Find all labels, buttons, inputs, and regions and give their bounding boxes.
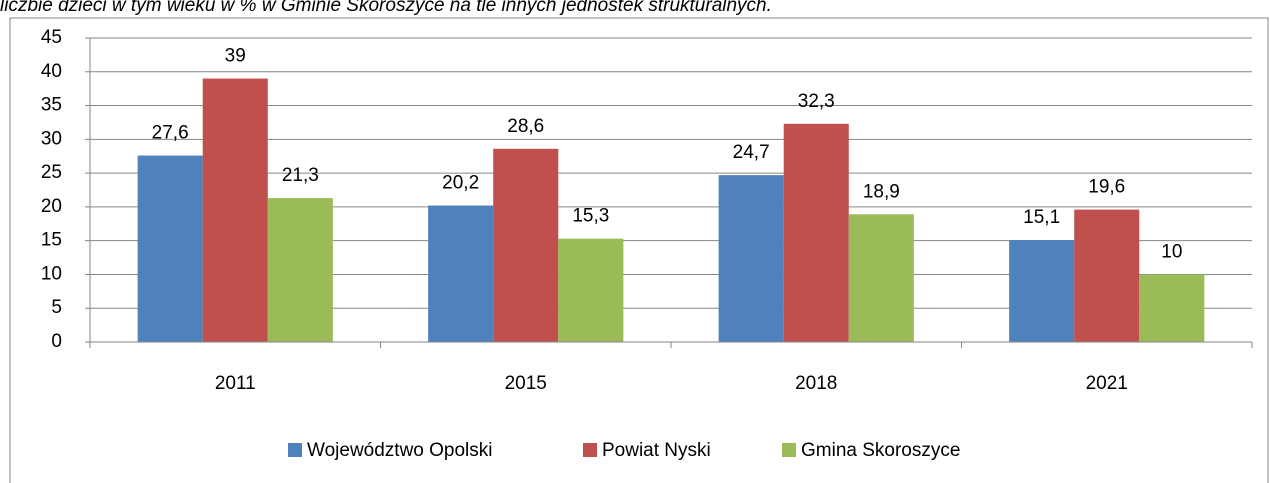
- y-tick-label: 40: [41, 61, 62, 82]
- bar: [1139, 274, 1205, 342]
- data-label: 21,3: [282, 165, 319, 186]
- data-label: 39: [225, 46, 246, 67]
- y-tick-label: 0: [51, 331, 62, 352]
- y-tick-label: 35: [41, 95, 62, 116]
- data-label: 15,3: [572, 206, 609, 227]
- bar: [1009, 239, 1075, 342]
- legend-label: Województwo Opolski: [307, 440, 493, 461]
- x-tick-label: 2011: [215, 373, 256, 394]
- x-tick-label: 2015: [505, 373, 547, 394]
- bar: [718, 175, 784, 342]
- data-label: 15,1: [1023, 207, 1060, 228]
- bar: [493, 148, 559, 342]
- bar: [848, 214, 914, 342]
- x-tick-label: 2021: [1086, 373, 1128, 394]
- legend-label: Gmina Skoroszyce: [801, 440, 960, 461]
- data-label: 32,3: [798, 91, 835, 112]
- bar: [202, 78, 268, 343]
- data-label: 19,6: [1088, 177, 1125, 198]
- legend-label: Powiat Nyski: [602, 440, 711, 461]
- legend-swatch: [583, 443, 597, 457]
- y-tick-label: 20: [41, 196, 62, 217]
- y-tick-label: 30: [41, 128, 62, 149]
- y-tick-label: 25: [41, 162, 62, 183]
- data-label: 18,9: [863, 181, 900, 202]
- y-tick-label: 10: [41, 263, 62, 284]
- bar: [558, 238, 624, 342]
- bar: [137, 155, 203, 342]
- legend-swatch: [288, 443, 302, 457]
- data-label: 28,6: [507, 116, 544, 137]
- chart-frame: [9, 17, 1269, 483]
- legend-swatch: [782, 443, 796, 457]
- chart-title: liczbie dzieci w tym wieku w % w Gminie …: [0, 0, 772, 16]
- x-tick-label: 2018: [795, 373, 837, 394]
- bar: [1074, 209, 1140, 342]
- bar: [783, 123, 849, 342]
- data-label: 20,2: [442, 173, 479, 194]
- data-label: 27,6: [152, 123, 189, 144]
- y-tick-label: 45: [41, 27, 62, 48]
- y-tick-label: 5: [51, 297, 62, 318]
- bar: [267, 198, 333, 342]
- data-label: 10: [1161, 241, 1182, 262]
- data-label: 24,7: [733, 142, 770, 163]
- y-tick-label: 15: [41, 230, 62, 251]
- bar: [428, 205, 494, 342]
